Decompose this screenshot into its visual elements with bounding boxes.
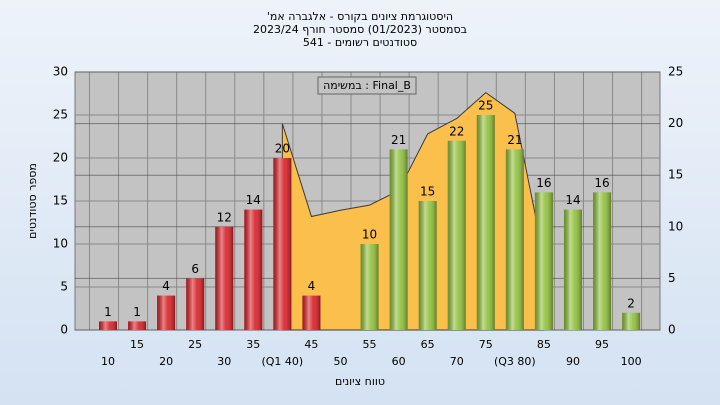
y-tick-label: 10 [53,237,68,251]
annotation-box [317,76,417,95]
y-tick-label: 25 [53,108,68,122]
y2-tick-label: 25 [668,65,683,79]
y-tick-label: 20 [53,151,68,165]
data-label: 6 [191,262,199,276]
data-label: 2 [627,296,635,310]
data-label: 21 [507,133,522,147]
data-label: 14 [246,193,261,207]
bar-shine [302,295,321,330]
data-label: 4 [308,279,316,293]
bar-shine [418,201,437,330]
data-label: 25 [478,99,493,113]
data-label: 16 [594,176,609,190]
data-label: 15 [420,185,435,199]
data-label: 22 [449,124,464,138]
x-tick-label: 70 [450,355,464,368]
data-label: 1 [133,305,141,319]
bar-shine [157,295,176,330]
x-tick-label: 75 [479,338,493,351]
x-tick-label: 60 [392,355,406,368]
x-tick-label: (Q1 40) [261,355,303,368]
data-label: 10 [362,228,377,242]
x-axis-label: טווח ציונים [335,375,385,388]
x-tick-label: 50 [333,355,347,368]
x-tick-label: 30 [217,355,231,368]
bar-shine [186,278,205,330]
y2-tick-label: 0 [668,323,676,337]
x-tick-label: 55 [363,338,377,351]
data-label: 21 [391,133,406,147]
bar-shine [99,321,117,330]
bar-shine [215,226,234,330]
chart-title: היסטוגרמת ציונים בקורס - אלגברה אמ' [267,10,453,23]
x-tick-label: 15 [130,338,144,351]
x-tick-label: 90 [566,355,580,368]
bar-shine [447,140,466,330]
y-axis-label: מספר סטודנטים [26,163,39,239]
bar-shine [534,192,553,330]
y-tick-label: 30 [53,65,68,79]
chart-subtitle: בסמסטר (01/2023) סמסטר חורף 2023/24 [253,23,467,36]
y-tick-label: 0 [60,323,68,337]
bar-shine [128,321,147,330]
x-tick-label: 95 [595,338,609,351]
data-label: 14 [565,193,580,207]
x-tick-label: (Q3 80) [494,355,536,368]
bar-shine [563,209,582,330]
bar-shine [505,149,524,330]
bar-shine [622,312,641,330]
data-label: 12 [217,210,232,224]
x-tick-label: 85 [537,338,551,351]
x-tick-label: 45 [304,338,318,351]
x-tick-label: 25 [188,338,202,351]
bar-shine [273,158,292,330]
bar-shine [389,149,408,330]
y2-tick-label: 20 [668,116,683,130]
y2-tick-label: 15 [668,168,683,182]
x-tick-label: 100 [621,355,642,368]
data-label: 16 [536,176,551,190]
x-tick-label: 20 [159,355,173,368]
y-tick-label: 15 [53,194,68,208]
bar-shine [244,209,263,330]
bar-shine [476,115,495,330]
x-tick-label: 35 [246,338,260,351]
x-tick-label: 10 [101,355,115,368]
y2-tick-label: 5 [668,271,676,285]
bar-shine [360,244,379,330]
data-label: 20 [275,142,290,156]
data-label: 1 [104,305,112,319]
x-tick-label: 65 [421,338,435,351]
annotation: במשימה : Final_B [323,79,411,92]
y-tick-label: 5 [60,280,68,294]
chart-subtitle: סטודנטים רשומים - 541 [303,36,417,49]
y2-tick-label: 10 [668,219,683,233]
bar-shine [593,192,612,330]
data-label: 4 [162,279,170,293]
